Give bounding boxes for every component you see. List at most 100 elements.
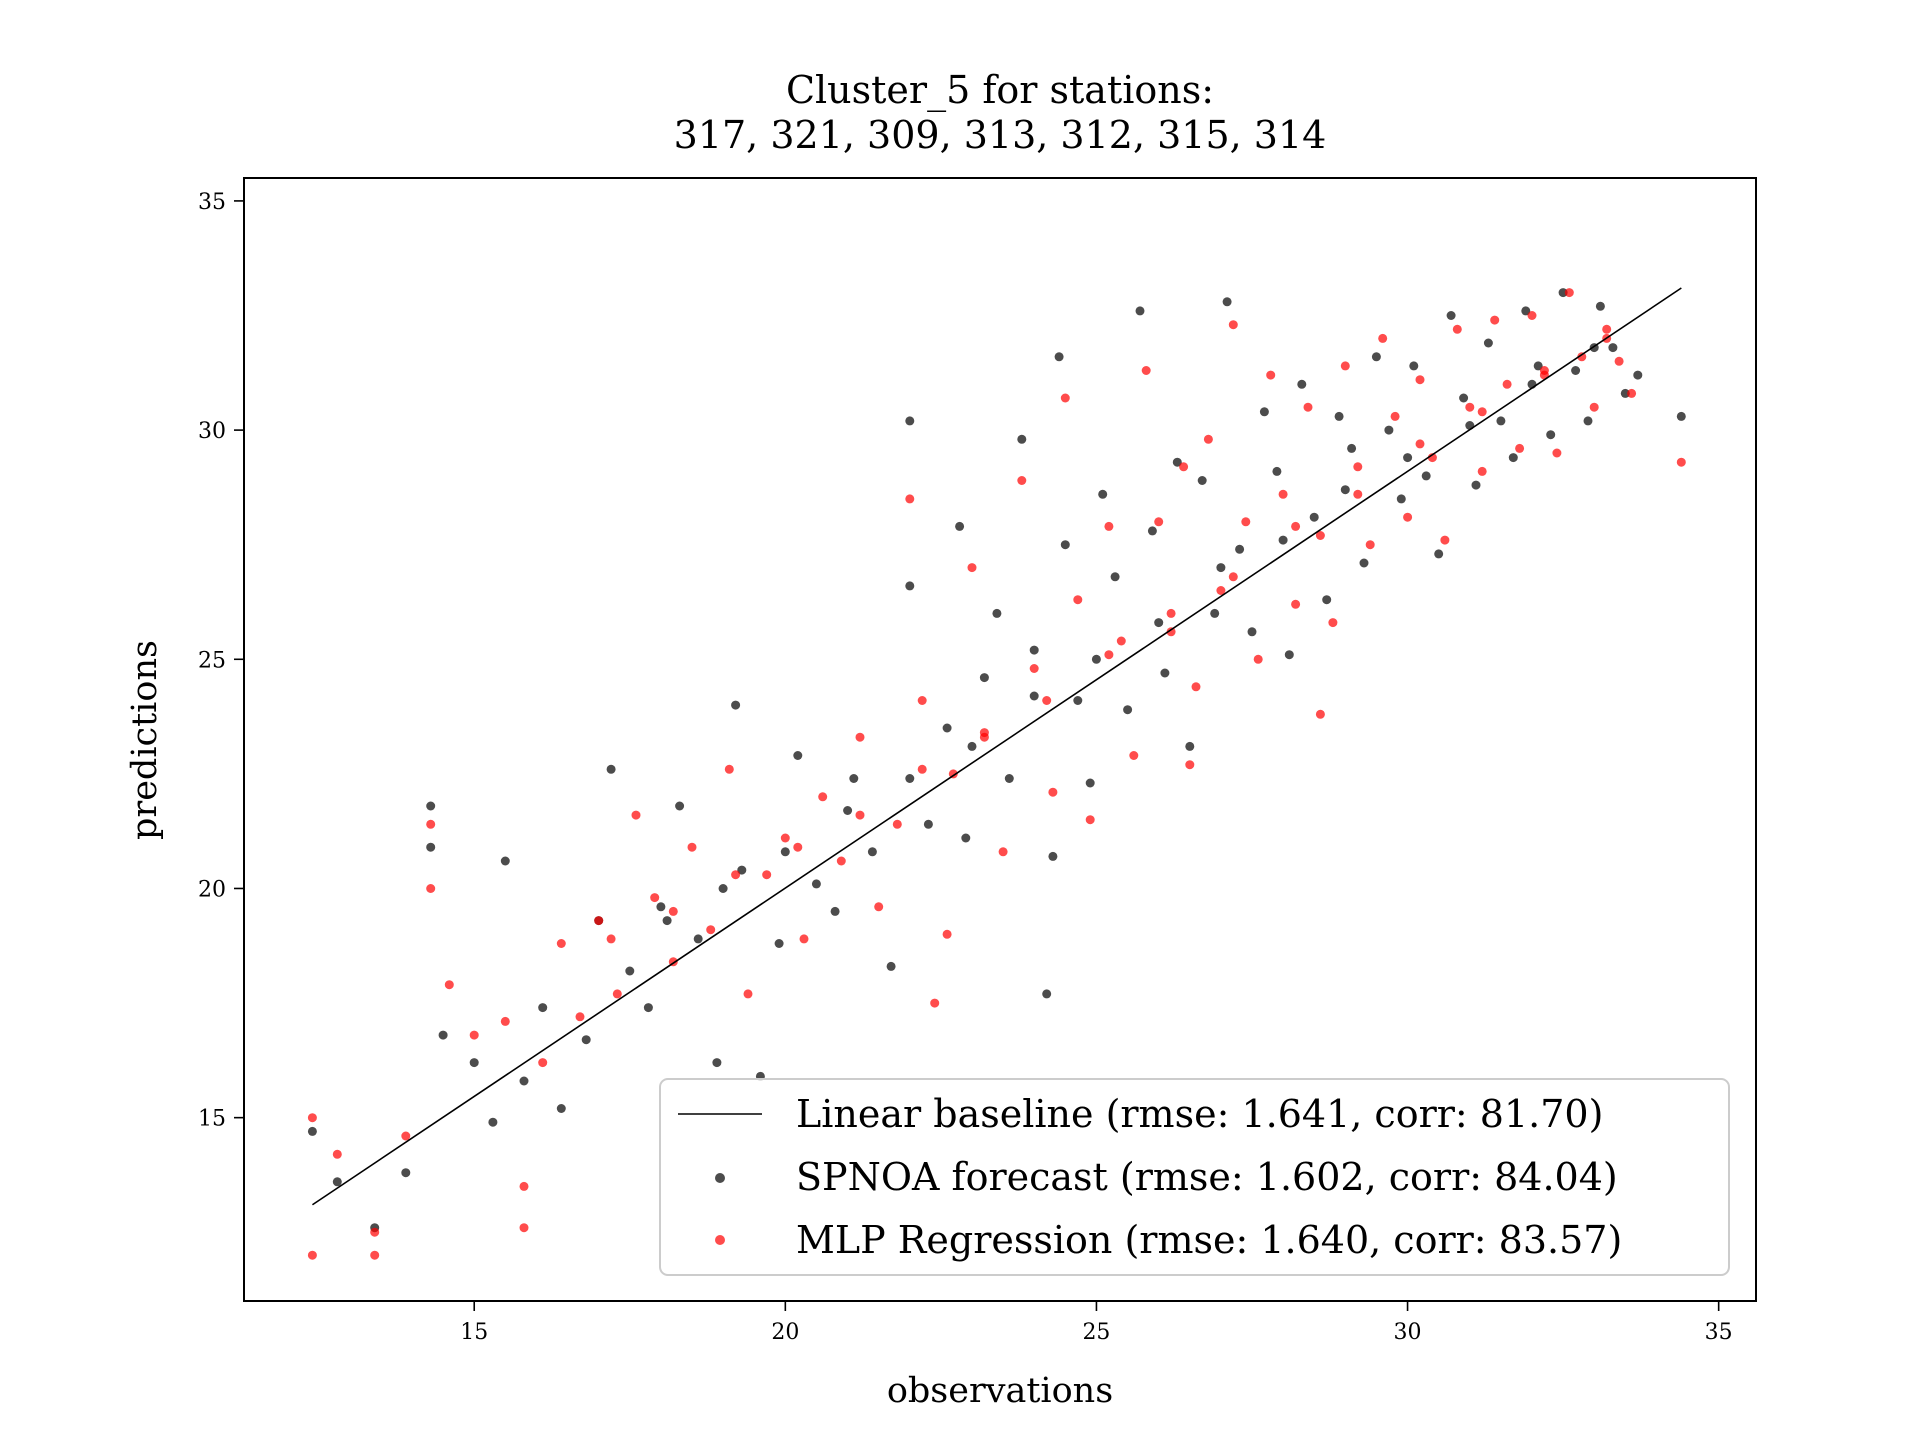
mlp-point — [1303, 402, 1313, 412]
spnoa-point — [332, 1177, 342, 1187]
legend-entry-linear-baseline: Linear baseline (rmse: 1.641, corr: 81.7… — [796, 1092, 1603, 1136]
mlp-point — [668, 906, 678, 916]
spnoa-point — [811, 879, 821, 889]
mlp-point — [1502, 379, 1512, 389]
spnoa-point — [712, 1058, 722, 1068]
mlp-point — [307, 1113, 317, 1123]
spnoa-point — [1384, 425, 1394, 435]
mlp-point — [332, 1149, 342, 1159]
spnoa-point — [556, 1104, 566, 1113]
spnoa-point — [774, 939, 784, 948]
mlp-point — [731, 870, 741, 880]
spnoa-point — [979, 673, 989, 683]
mlp-point — [1154, 517, 1164, 527]
mlp-point — [500, 1016, 510, 1026]
mlp-point — [1676, 457, 1686, 467]
spnoa-point — [1017, 434, 1027, 444]
mlp-point — [917, 696, 927, 705]
spnoa-point — [1521, 306, 1531, 316]
spnoa-point — [1409, 361, 1419, 371]
mlp-point — [687, 842, 697, 852]
spnoa-point — [737, 865, 747, 875]
spnoa-point — [1459, 393, 1469, 403]
mlp-point — [1185, 760, 1195, 770]
spnoa-point — [793, 751, 803, 760]
mlp-point — [1353, 462, 1363, 472]
x-axis-label: observations — [887, 1371, 1113, 1411]
x-axis-ticks: 15 20 25 30 35 — [460, 1301, 1733, 1345]
y-axis-label: predictions — [125, 640, 165, 840]
spnoa-point — [1135, 306, 1145, 316]
mlp-point — [594, 916, 604, 926]
legend: Linear baseline (rmse: 1.641, corr: 81.7… — [659, 1078, 1730, 1276]
mlp-point — [1390, 411, 1400, 421]
spnoa-point — [656, 902, 666, 912]
spnoa-point — [961, 833, 971, 843]
spnoa-point — [1216, 563, 1226, 573]
spnoa-point — [1185, 741, 1195, 751]
x-tick-label: 25 — [1082, 1320, 1110, 1345]
mlp-point — [1527, 311, 1537, 320]
mlp-point — [855, 810, 865, 820]
x-tick-label: 35 — [1705, 1320, 1733, 1345]
spnoa-point — [830, 906, 840, 916]
spnoa-point — [1533, 361, 1543, 371]
mlp-point — [1253, 654, 1263, 664]
spnoa-point — [905, 416, 915, 426]
spnoa-point — [718, 884, 728, 893]
mlp-point — [1452, 324, 1462, 334]
spnoa-point — [538, 1003, 548, 1013]
spnoa-point — [1004, 774, 1014, 783]
spnoa-point — [469, 1058, 479, 1068]
spnoa-point — [1546, 430, 1556, 440]
mlp-point — [370, 1250, 380, 1260]
spnoa-point — [1147, 526, 1157, 536]
spnoa-point — [1583, 416, 1593, 426]
mlp-point — [1191, 682, 1201, 692]
mlp-point — [444, 980, 454, 990]
spnoa-point — [1297, 379, 1307, 389]
mlp-point — [1614, 356, 1624, 366]
mlp-point — [930, 998, 940, 1008]
spnoa-point — [1322, 595, 1332, 605]
mlp-point — [1577, 352, 1587, 362]
mlp-point — [743, 989, 753, 999]
mlp-point — [631, 810, 641, 820]
mlp-point — [426, 819, 436, 829]
mlp-point — [1104, 650, 1114, 660]
spnoa-point — [923, 819, 933, 829]
mlp-point — [1440, 535, 1450, 545]
mlp-point — [1490, 315, 1500, 325]
mlp-point — [519, 1181, 529, 1191]
mlp-point — [612, 989, 622, 999]
spnoa-point — [662, 916, 672, 926]
mlp-point — [1228, 572, 1238, 582]
mlp-point — [1291, 521, 1301, 531]
mlp-point — [1141, 366, 1151, 375]
mlp-point — [1515, 443, 1525, 453]
spnoa-point — [1123, 705, 1133, 715]
spnoa-point — [731, 700, 741, 710]
spnoa-point — [843, 806, 853, 815]
mlp-point — [1539, 366, 1549, 375]
spnoa-point — [1309, 512, 1319, 522]
y-tick-label: 15 — [198, 1107, 226, 1132]
spnoa-point — [1210, 608, 1220, 618]
spnoa-point — [1334, 411, 1344, 421]
spnoa-point — [1421, 471, 1431, 481]
mlp-point — [1179, 462, 1189, 472]
y-tick-label: 20 — [198, 877, 226, 902]
spnoa-point — [942, 723, 952, 733]
mlp-point — [1353, 489, 1363, 499]
spnoa-point — [1347, 443, 1357, 453]
mlp-point — [724, 764, 734, 774]
mlp-point — [1042, 696, 1052, 705]
spnoa-point — [1571, 366, 1581, 375]
mlp-point — [874, 902, 884, 912]
mlp-point — [1203, 434, 1213, 444]
spnoa-point — [1434, 549, 1444, 559]
mlp-point — [1378, 333, 1388, 343]
mlp-point — [1048, 787, 1058, 797]
spnoa-point — [1259, 407, 1269, 417]
